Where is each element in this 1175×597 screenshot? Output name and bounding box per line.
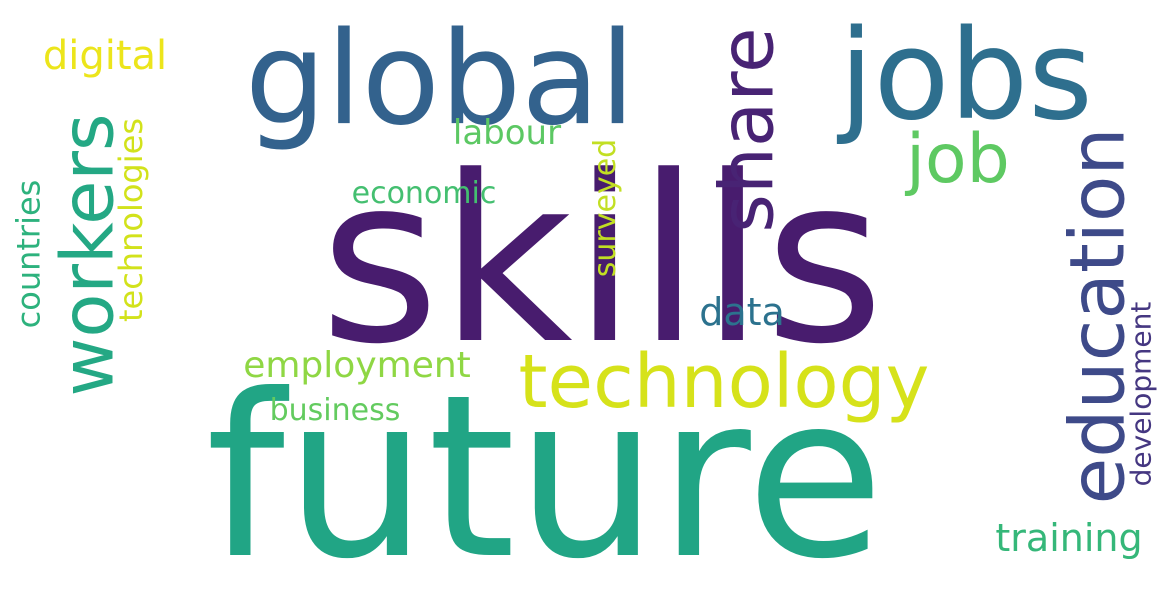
word-business: business xyxy=(269,393,401,428)
word-countries: countries xyxy=(9,179,47,329)
word-global: global xyxy=(244,5,636,154)
word-economic: economic xyxy=(351,176,497,211)
word-labour: labour xyxy=(452,113,562,153)
word-technology: technology xyxy=(518,339,930,425)
word-employment: employment xyxy=(243,345,471,386)
word-surveyed: surveyed xyxy=(587,138,623,278)
word-technologies: technologies xyxy=(112,118,150,322)
word-job: job xyxy=(906,120,1010,199)
word-data: data xyxy=(699,290,785,334)
word-skills: skills xyxy=(319,128,885,395)
word-future: future xyxy=(205,346,885,597)
word-development: development xyxy=(1124,301,1157,487)
word-share: share xyxy=(704,27,791,233)
word-digital: digital xyxy=(42,33,168,79)
word-training: training xyxy=(995,516,1143,560)
word-jobs: jobs xyxy=(839,4,1093,148)
